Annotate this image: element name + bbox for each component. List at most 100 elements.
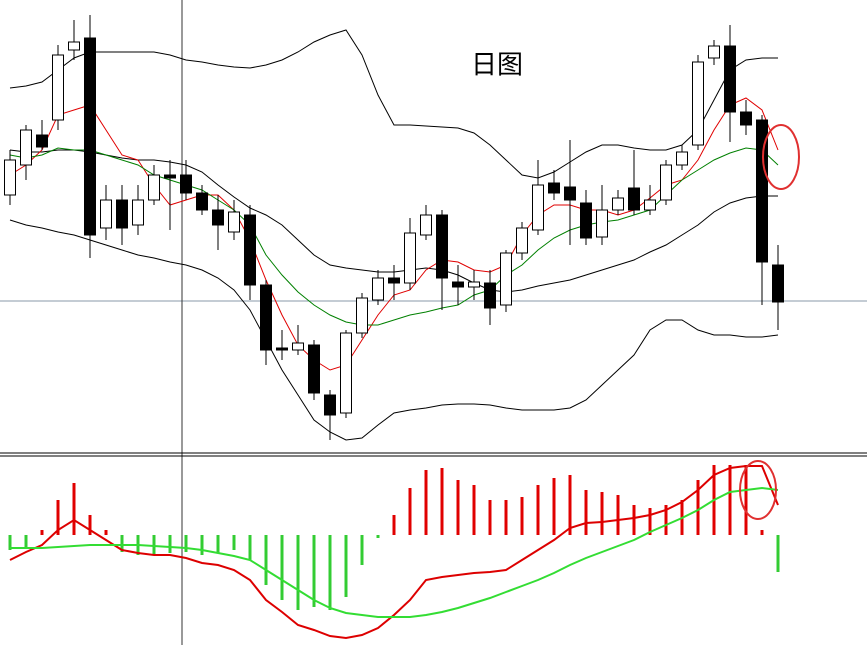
candle-body	[468, 281, 480, 288]
histogram-bar	[168, 535, 172, 553]
histogram-bar	[360, 535, 364, 565]
histogram-bar	[120, 535, 124, 552]
histogram-bar	[216, 535, 220, 553]
candle-body	[212, 209, 224, 226]
indicator-line	[9, 465, 779, 640]
histogram-bar	[328, 535, 332, 610]
candle-body	[292, 342, 304, 351]
candle-body	[276, 347, 288, 351]
candle-body	[708, 45, 720, 59]
candle-body	[580, 202, 592, 239]
histogram-bar	[184, 535, 188, 552]
candle-body	[420, 214, 432, 236]
candle-body	[740, 111, 752, 126]
indicator-line	[9, 219, 779, 441]
candle-body	[436, 214, 448, 279]
histogram-bar	[40, 530, 44, 535]
candle-body	[772, 264, 784, 303]
histogram-bar	[280, 535, 284, 600]
candle-body	[132, 199, 144, 226]
candle-body	[84, 37, 96, 236]
histogram-bar	[472, 485, 476, 535]
histogram-bar	[600, 492, 604, 535]
chart-title: 日图	[471, 51, 523, 81]
candle-body	[564, 186, 576, 201]
histogram-bar	[728, 465, 732, 535]
histogram-bar	[200, 535, 204, 555]
histogram-bar	[776, 535, 780, 572]
candle-body	[52, 54, 64, 121]
candle-body	[500, 252, 512, 306]
candle-body	[228, 211, 240, 233]
histogram-bar	[696, 480, 700, 535]
candle-body	[148, 174, 160, 201]
histogram-bar	[8, 535, 12, 550]
histogram-bar	[376, 535, 380, 538]
plot-layer	[4, 15, 784, 640]
histogram-bar	[760, 530, 764, 535]
candle-body	[452, 281, 464, 288]
histogram-bar	[632, 505, 636, 535]
candle-body	[628, 187, 640, 211]
candle-body	[340, 332, 352, 414]
histogram-bar	[664, 505, 668, 535]
candle-body	[756, 119, 768, 263]
highlight-circle	[739, 460, 777, 520]
candle-body	[180, 174, 192, 194]
histogram-bar	[72, 483, 76, 535]
histogram-bar	[568, 475, 572, 535]
histogram-bar	[392, 515, 396, 535]
highlight-circle	[762, 124, 800, 190]
histogram-bar	[88, 515, 92, 535]
candle-body	[100, 199, 112, 229]
histogram-bar	[264, 535, 268, 585]
candle-body	[596, 209, 608, 238]
candle-body	[532, 184, 544, 231]
histogram-bar	[456, 480, 460, 535]
candle-body	[244, 214, 256, 286]
histogram-bar	[424, 470, 428, 535]
histogram-bar	[520, 497, 524, 535]
histogram-bar	[440, 468, 444, 535]
histogram-bar	[344, 535, 348, 597]
candle-body	[36, 134, 48, 148]
candle-body	[692, 61, 704, 146]
candle-body	[116, 199, 128, 229]
histogram-bar	[408, 488, 412, 535]
histogram-bar	[744, 465, 748, 535]
indicator-line	[9, 29, 778, 179]
histogram-bar	[536, 485, 540, 535]
histogram-bar	[584, 490, 588, 535]
histogram-bar	[504, 500, 508, 535]
candle-body	[724, 45, 736, 113]
histogram-bar	[104, 530, 108, 535]
candle-body	[164, 174, 176, 179]
candle-body	[356, 297, 368, 334]
candle-body	[644, 199, 656, 211]
candle-body	[324, 394, 336, 416]
histogram-bar	[488, 500, 492, 535]
candle-body	[548, 182, 560, 194]
indicator-line	[10, 486, 779, 618]
histogram-bar	[24, 535, 28, 548]
candle-body	[372, 277, 384, 301]
histogram-bar	[248, 535, 252, 560]
candle-body	[676, 151, 688, 166]
histogram-bar	[232, 535, 236, 550]
histogram-bar	[552, 478, 556, 535]
candle-body	[4, 159, 16, 196]
histogram-bar	[312, 535, 316, 607]
candle-body	[68, 41, 80, 51]
candle-body	[388, 277, 400, 284]
candle-body	[484, 282, 496, 309]
histogram-bar	[296, 535, 300, 610]
candle-body	[308, 344, 320, 394]
candle-body	[660, 164, 672, 201]
candle-body	[612, 197, 624, 211]
candle-body	[260, 284, 272, 351]
candle-body	[404, 232, 416, 284]
histogram-bar	[648, 508, 652, 535]
candle-body	[196, 192, 208, 211]
